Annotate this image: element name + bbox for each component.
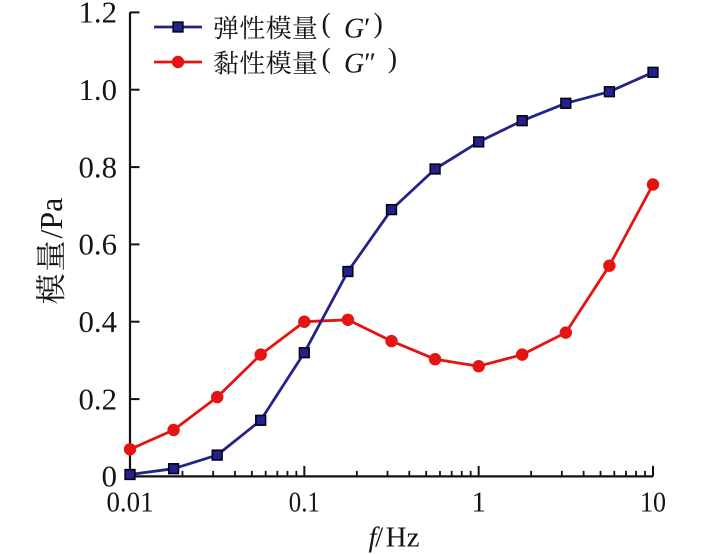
svg-text:G″: G″ (344, 48, 376, 79)
svg-text:1.0: 1.0 (79, 72, 118, 107)
svg-text:1.2: 1.2 (79, 0, 118, 30)
svg-text:0.4: 0.4 (79, 304, 118, 339)
svg-text:0.01: 0.01 (107, 487, 154, 519)
svg-text:0.8: 0.8 (79, 149, 118, 184)
svg-text:): ) (374, 8, 383, 39)
svg-text:/Pa: /Pa (33, 198, 69, 239)
svg-text:(: ( (322, 43, 331, 74)
svg-text:0.1: 0.1 (289, 487, 320, 519)
svg-text:f/Hz: f/Hz (369, 522, 420, 554)
svg-text:0: 0 (102, 459, 118, 494)
svg-text:1: 1 (471, 487, 486, 519)
svg-text:10: 10 (640, 487, 666, 519)
svg-text:0.2: 0.2 (79, 381, 118, 416)
svg-text:0.6: 0.6 (79, 227, 118, 262)
svg-text:): ) (388, 43, 397, 74)
svg-text:(: ( (322, 8, 331, 39)
svg-text:G′: G′ (344, 13, 370, 44)
